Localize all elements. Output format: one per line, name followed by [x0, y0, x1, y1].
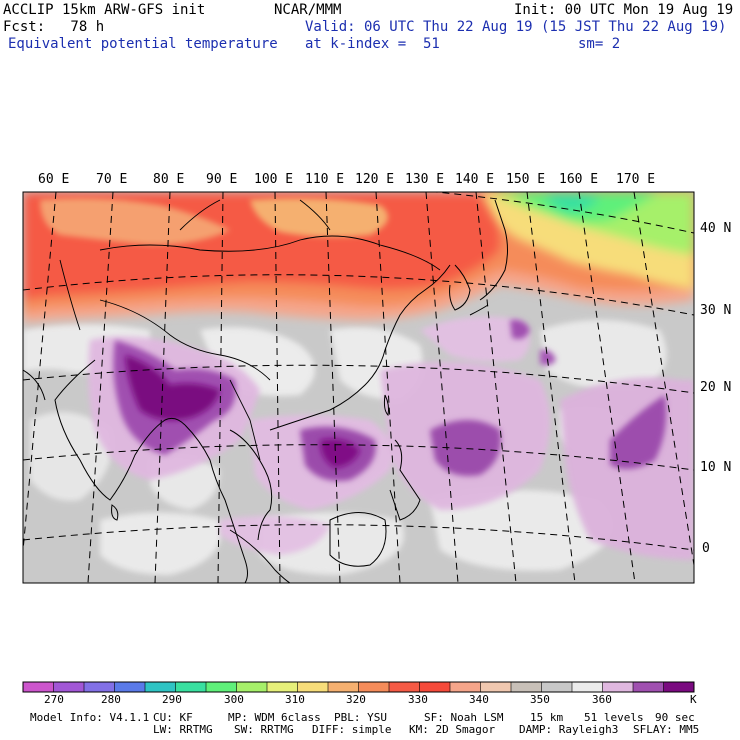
map-frame: [22, 191, 695, 584]
model-info-microphysics: MP: WDM 6class: [228, 711, 321, 724]
model-info-longwave: LW: RRTMG: [153, 723, 213, 736]
colorbar-swatch: [389, 682, 420, 692]
model-info-surface-layer: SFLAY: MM5: [633, 723, 700, 736]
organization-label: NCAR/MMM: [274, 2, 342, 18]
lon-label: 170 E: [616, 172, 656, 187]
model-info-surface: SF: Noah LSM: [424, 711, 504, 724]
valid-time: Valid: 06 UTC Thu 22 Aug 19 (15 JST Thu …: [305, 19, 727, 35]
colorbar-swatch: [419, 682, 451, 692]
colorbar-tick-label: 320: [346, 693, 366, 706]
model-info-km: KM: 2D Smagor: [409, 723, 496, 736]
colorbar-swatch: [114, 682, 146, 692]
colorbar-swatch: [328, 682, 359, 692]
colorbar-tick-label: 330: [408, 693, 428, 706]
smoothing-label: sm= 2: [578, 36, 621, 52]
colorbar-swatch: [572, 682, 603, 692]
model-info-cumulus: CU: KF: [153, 711, 193, 724]
lat-label: 20 N: [700, 380, 732, 395]
colorbar-swatch: [297, 682, 329, 692]
colorbar-swatch: [23, 682, 54, 692]
lon-label: 130 E: [405, 172, 445, 187]
colorbar-swatch: [84, 682, 115, 692]
lon-label: 70 E: [96, 172, 128, 187]
colorbar-swatch: [480, 682, 512, 692]
model-info-timestep: 90 sec: [655, 711, 695, 724]
colorbar-swatch: [175, 682, 207, 692]
model-title: ACCLIP 15km ARW-GFS init: [3, 2, 206, 18]
colorbar-tick-label: 280: [101, 693, 121, 706]
lon-label: 90 E: [206, 172, 238, 187]
lat-label: 40 N: [700, 221, 732, 236]
init-time: Init: 00 UTC Mon 19 Aug 19: [514, 2, 734, 18]
colorbar-swatch: [602, 682, 634, 692]
model-info-pbl: PBL: YSU: [334, 711, 387, 724]
lat-label: 0: [702, 541, 710, 556]
colorbar-tick-label: 350: [530, 693, 550, 706]
colorbar-swatch: [267, 682, 298, 692]
lon-label: 140 E: [455, 172, 495, 187]
field-name: Equivalent potential temperature: [8, 36, 278, 52]
lon-label: 100 E: [254, 172, 294, 187]
lon-label: 160 E: [559, 172, 599, 187]
lon-label: 60 E: [38, 172, 70, 187]
colorbar-swatch: [663, 682, 695, 692]
lon-label: 120 E: [355, 172, 395, 187]
colorbar-swatch: [541, 682, 573, 692]
model-info-damping: DAMP: Rayleigh3: [519, 723, 619, 736]
lon-label: 150 E: [506, 172, 546, 187]
colorbar-swatch: [511, 682, 542, 692]
model-info-resolution: 15 km: [530, 711, 564, 724]
colorbar-swatch: [633, 682, 664, 692]
colorbar-swatch: [358, 682, 390, 692]
lon-label: 80 E: [153, 172, 185, 187]
colorbar-unit: K: [690, 693, 697, 706]
colorbar-tick-label: 310: [285, 693, 305, 706]
equivalent-potential-temperature-field: [23, 192, 694, 583]
colorbar-swatch: [236, 682, 268, 692]
forecast-hour: Fcst: 78 h: [3, 19, 105, 35]
model-info-version: Model Info: V4.1.1: [30, 711, 150, 724]
colorbar-tick-label: 300: [224, 693, 244, 706]
colorbar-tick-label: 360: [592, 693, 612, 706]
colorbar-tick-label: 340: [469, 693, 489, 706]
model-info-levels: 51 levels: [584, 711, 644, 724]
model-info-shortwave: SW: RRTMG: [234, 723, 294, 736]
colorbar-swatch: [53, 682, 85, 692]
color-scale-bar: [22, 681, 695, 693]
colorbar-tick-label: 290: [162, 693, 182, 706]
lat-label: 10 N: [700, 460, 732, 475]
model-info-diffusion: DIFF: simple: [312, 723, 392, 736]
lat-label: 30 N: [700, 303, 732, 318]
lon-label: 110 E: [305, 172, 345, 187]
colorbar-swatch: [145, 682, 176, 692]
level-index: at k-index = 51: [305, 36, 440, 52]
colorbar-swatch: [206, 682, 237, 692]
colorbar-swatch: [450, 682, 481, 692]
colorbar-tick-label: 270: [44, 693, 64, 706]
